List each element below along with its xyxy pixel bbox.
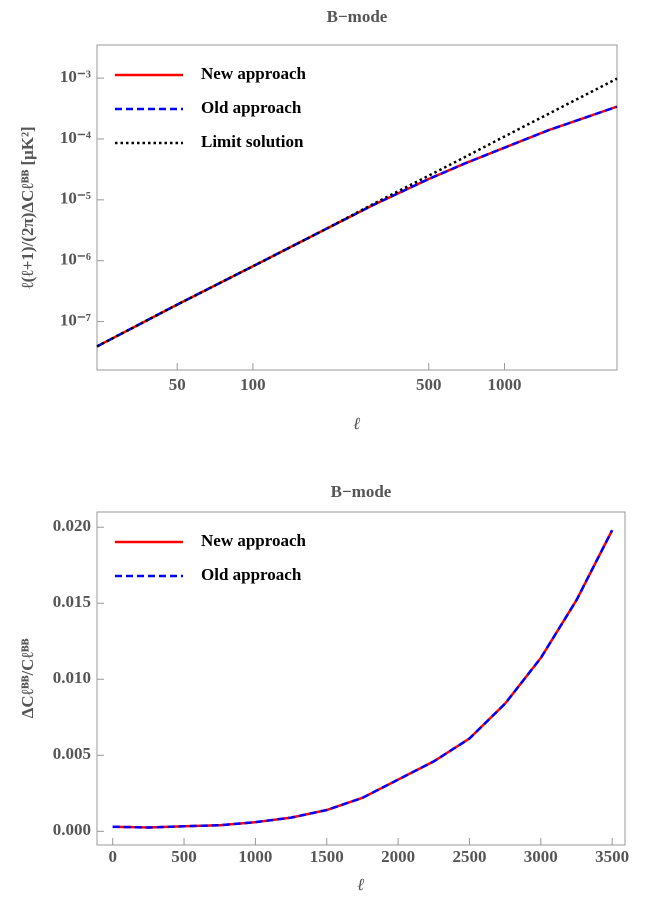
x-tick-label: 1500 xyxy=(310,847,344,866)
y-tick-label: 0.010 xyxy=(53,668,91,687)
series-line xyxy=(96,105,618,348)
y-tick-label: 0.000 xyxy=(53,820,91,839)
x-tick-label: 50 xyxy=(169,375,186,394)
chart-title: B−mode xyxy=(327,7,388,26)
y-tick-label: 0.015 xyxy=(53,592,91,611)
y-tick-label: 0.005 xyxy=(53,744,91,763)
y-tick-label: 10⁻⁷ xyxy=(60,310,91,329)
y-axis-label: ℓ(ℓ+1)/(2π)ΔCℓᴮᴮ [μK²] xyxy=(18,126,37,288)
series-line xyxy=(96,105,618,348)
x-tick-label: 0 xyxy=(108,847,117,866)
x-tick-label: 1000 xyxy=(488,375,522,394)
y-tick-label: 10⁻⁵ xyxy=(60,189,91,208)
x-tick-label: 500 xyxy=(171,847,197,866)
y-tick-label: 10⁻⁶ xyxy=(60,250,91,269)
legend-label: New approach xyxy=(201,64,307,83)
y-tick-label: 0.020 xyxy=(53,516,91,535)
x-axis-label: ℓ xyxy=(353,414,360,433)
x-tick-label: 1000 xyxy=(238,847,272,866)
y-tick-label: 10⁻³ xyxy=(60,67,91,86)
series-line xyxy=(112,529,614,829)
legend-label: New approach xyxy=(201,531,307,550)
x-tick-label: 3000 xyxy=(524,847,558,866)
x-tick-label: 100 xyxy=(240,375,266,394)
x-axis-label: ℓ xyxy=(357,875,364,894)
legend-label: Old approach xyxy=(201,98,302,117)
x-tick-label: 2000 xyxy=(381,847,415,866)
legend-label: Old approach xyxy=(201,565,302,584)
series-line xyxy=(112,529,614,829)
y-axis-label: ΔCℓᴮᴮ/Cℓᴮᴮ xyxy=(18,638,37,718)
chart-title: B−mode xyxy=(331,482,392,501)
x-tick-label: 3500 xyxy=(595,847,629,866)
legend-label: Limit solution xyxy=(201,132,304,151)
plot-frame xyxy=(96,44,618,371)
x-tick-label: 500 xyxy=(416,375,442,394)
y-tick-label: 10⁻⁴ xyxy=(60,128,91,147)
x-tick-label: 2500 xyxy=(452,847,486,866)
plot-frame xyxy=(96,511,626,846)
